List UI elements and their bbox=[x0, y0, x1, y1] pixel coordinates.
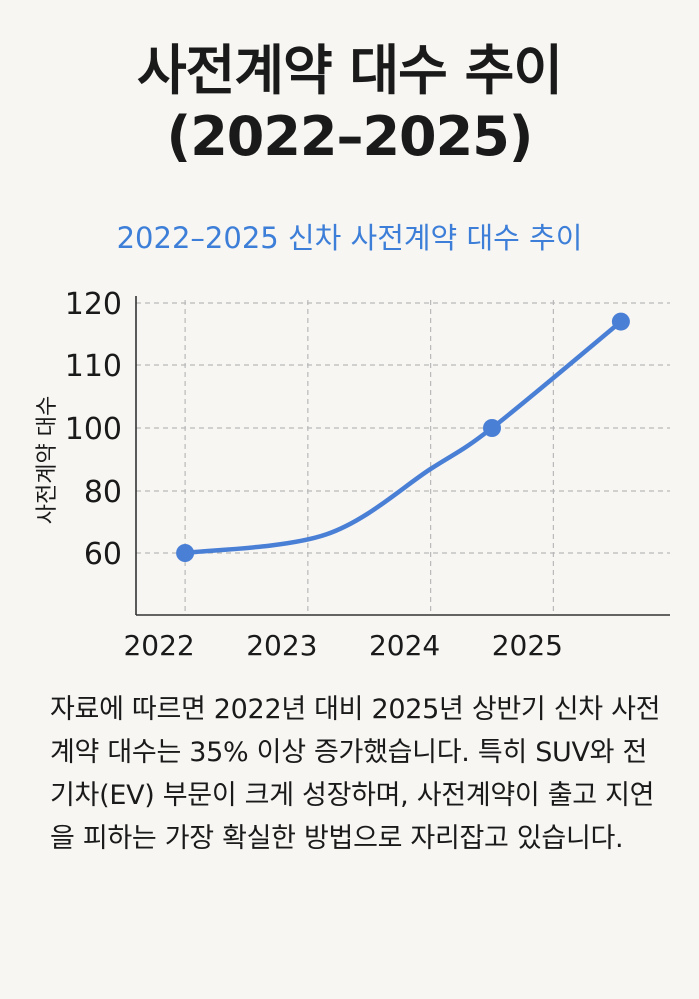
y-tick-label-60: 60 bbox=[84, 537, 122, 572]
y-tick-label-110: 110 bbox=[65, 349, 122, 384]
y-axis-label: 사전계약 대수 bbox=[35, 396, 60, 524]
data-point-4 bbox=[611, 312, 630, 331]
y-tick-label-100: 100 bbox=[65, 412, 122, 447]
line-chart: 60 80 100 110 120 2022 2023 2024 2025 사전계약 대수 bbox=[35, 287, 670, 662]
series-line bbox=[182, 319, 624, 556]
page-title: 사전계약 대수 추이 (2022–2025) bbox=[0, 38, 699, 170]
x-tick-label-2025: 2025 bbox=[492, 629, 563, 662]
y-tick-label-80: 80 bbox=[84, 475, 122, 510]
x-tick-label-2022: 2022 bbox=[123, 629, 194, 662]
page-title-line-1: 사전계약 대수 추이 bbox=[136, 39, 563, 102]
data-point-0 bbox=[176, 544, 195, 562]
description-paragraph: 자료에 따르면 2022년 대비 2025년 상반기 신차 사전계약 대수는 3… bbox=[50, 694, 661, 854]
x-tick-label-2023: 2023 bbox=[246, 629, 317, 662]
x-tick-label-2024: 2024 bbox=[369, 629, 440, 662]
page-title-line-2: (2022–2025) bbox=[166, 105, 534, 168]
y-tick-label-120: 120 bbox=[65, 287, 122, 322]
chart-title: 2022–2025 신차 사전계약 대수 추이 bbox=[116, 221, 583, 255]
data-point-3 bbox=[483, 419, 501, 437]
